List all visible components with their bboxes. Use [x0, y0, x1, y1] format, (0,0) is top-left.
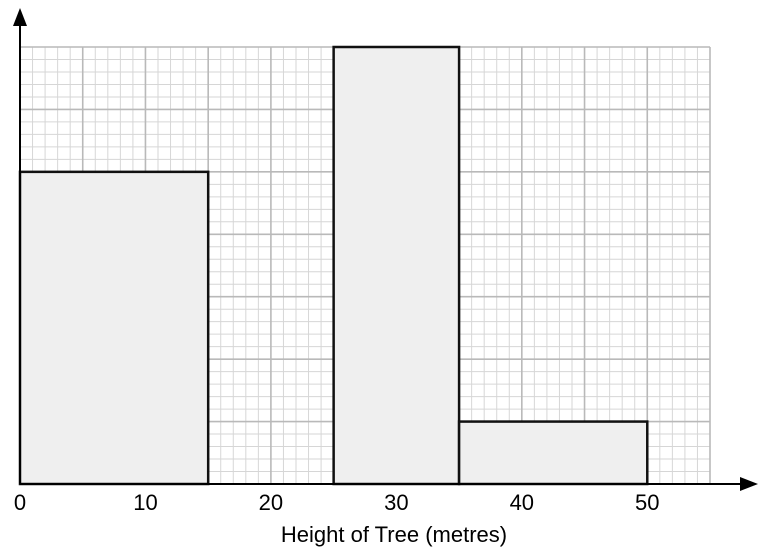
- x-tick-label: 20: [259, 490, 283, 515]
- histogram-bar-3: [457, 420, 649, 486]
- x-tick-label: 30: [384, 490, 408, 515]
- axes: [13, 8, 758, 491]
- histogram-bar-2: [332, 45, 461, 486]
- y-axis-arrow-icon: [13, 8, 27, 26]
- x-tick-labels: 0 10 20 30 40 50: [14, 490, 660, 515]
- x-tick-label: 10: [133, 490, 157, 515]
- histogram-bars: [18, 45, 649, 486]
- x-axis-title: Height of Tree (metres): [281, 522, 507, 547]
- x-axis-arrow-icon: [740, 477, 758, 491]
- x-tick-label: 0: [14, 490, 26, 515]
- histogram-bar-1: [18, 170, 210, 486]
- x-tick-label: 40: [510, 490, 534, 515]
- x-tick-label: 50: [635, 490, 659, 515]
